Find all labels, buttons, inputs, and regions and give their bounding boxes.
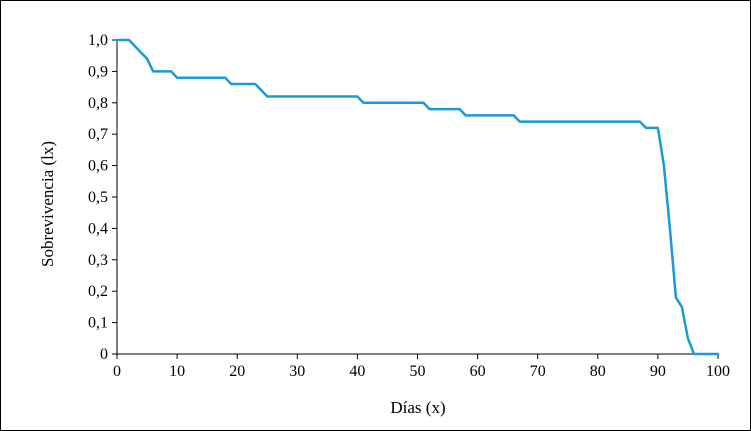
y-tick-label: 0,7 — [88, 126, 108, 143]
series — [115, 38, 720, 356]
x-axis-title: Días (x) — [390, 398, 445, 417]
y-tick-label: 0,8 — [88, 95, 108, 112]
x-tick-label: 60 — [470, 363, 486, 380]
x-tick-label: 90 — [650, 363, 666, 380]
x-tick-label: 40 — [349, 363, 365, 380]
y-tick-label: 1,0 — [88, 32, 108, 49]
y-tick-label: 0,4 — [88, 220, 108, 237]
x-tick-label: 20 — [229, 363, 245, 380]
y-tick-label: 0,9 — [88, 63, 108, 80]
ticks: 0 10 20 30 40 50 60 70 80 90 100 0 0,1 0,2 0,3 0,4 0,5 0,… — [88, 32, 730, 380]
axes — [116, 40, 718, 355]
x-tick-label: 50 — [410, 363, 426, 380]
y-axis-title: Sobrevivencia (lx) — [38, 141, 57, 267]
y-tick-label: 0,1 — [88, 315, 108, 332]
x-tick-label: 30 — [289, 363, 305, 380]
y-tick-label: 0,3 — [88, 252, 108, 269]
survival-line — [115, 38, 720, 356]
y-tick-label: 0 — [100, 346, 108, 363]
y-tick-label: 0,6 — [88, 158, 108, 175]
x-tick-label: 100 — [706, 363, 730, 380]
x-tick-label: 0 — [113, 363, 121, 380]
x-tick-label: 70 — [530, 363, 546, 380]
y-tick-label: 0,5 — [88, 189, 108, 206]
x-tick-label: 80 — [590, 363, 606, 380]
x-tick-label: 10 — [169, 363, 185, 380]
y-tick-label: 0,2 — [88, 283, 108, 300]
